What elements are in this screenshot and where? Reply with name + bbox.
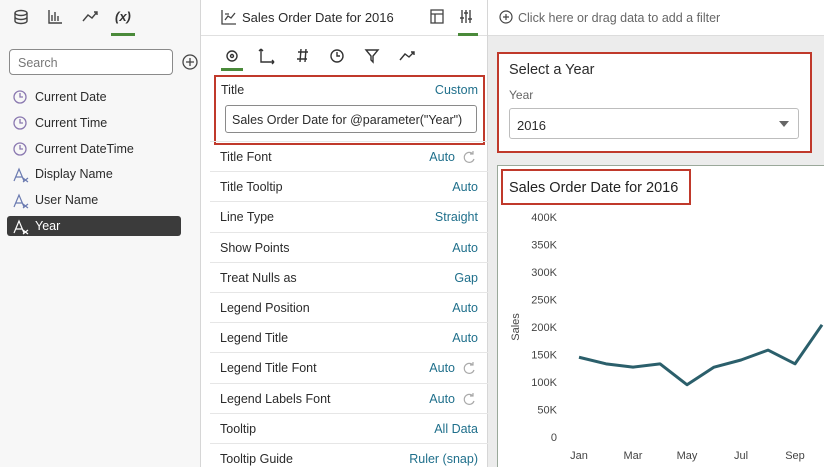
property-label: Treat Nulls as [220, 270, 297, 285]
property-row: Line Type Straight [210, 201, 488, 231]
property-row: Title Font Auto [210, 141, 488, 171]
property-label: Title Font [220, 150, 272, 164]
filter-bar[interactable]: Click here or drag data to add a filter [488, 0, 824, 36]
parameter-item[interactable]: Display Name [7, 164, 181, 184]
property-row: Legend Position Auto [210, 292, 488, 322]
year-selector: Select a Year Year 2016 [497, 52, 812, 153]
property-row: Treat Nulls as Gap [210, 261, 488, 292]
y-axis-label: Sales [510, 313, 522, 341]
property-label: Tooltip [220, 421, 257, 436]
line-chart: Sales Order Date for 2016 Sales 0 50K 100K… [501, 169, 824, 462]
title-highlight: Title Custom Sales Order Date for @param… [214, 75, 485, 145]
y-tick-label: 0 [551, 432, 557, 444]
filter-placeholder: Click here or drag data to add a filter [518, 11, 721, 25]
property-value[interactable]: All Data [434, 421, 478, 436]
y-tick-label: 250K [531, 295, 557, 307]
property-label: Title Tooltip [220, 180, 283, 195]
property-value[interactable]: Auto [452, 180, 478, 195]
canvas-panel: Click here or drag data to add a filter … [488, 0, 824, 467]
parameter-item[interactable]: Current Time [7, 113, 181, 133]
parameter-icon [13, 167, 29, 183]
parameter-item[interactable]: Current Date [7, 87, 181, 107]
chart-title: Sales Order Date for 2016 [509, 180, 678, 196]
x-tick-label: Mar [624, 450, 643, 462]
selector-title: Select a Year [509, 62, 595, 78]
property-row: Show Points Auto [210, 231, 488, 262]
reset-icon[interactable] [462, 361, 476, 375]
add-filter-icon [499, 10, 513, 24]
title-input[interactable]: Sales Order Date for @parameter("Year") [225, 105, 477, 133]
reset-icon[interactable] [462, 150, 476, 164]
parameter-item[interactable]: User Name [7, 190, 181, 210]
parameter-item[interactable]: Year [7, 216, 181, 236]
x-tick-label: May [677, 450, 698, 462]
property-value[interactable]: Auto [452, 331, 478, 346]
dropdown-value: 2016 [517, 118, 546, 133]
property-value[interactable]: Gap [454, 270, 478, 285]
property-label: Legend Position [220, 301, 310, 315]
year-dropdown[interactable]: 2016 [509, 108, 799, 139]
y-tick-label: 100K [531, 377, 557, 389]
header-tabs [430, 9, 478, 36]
sales-line [578, 323, 824, 387]
property-label: Legend Title [220, 331, 289, 346]
property-row: Legend Labels Font Auto [210, 382, 488, 413]
property-value[interactable]: Straight [434, 210, 478, 225]
y-tick-label: 50K [537, 405, 557, 417]
property-row: Legend Title Auto [210, 322, 488, 352]
parameter-icon [13, 90, 27, 104]
property-value[interactable]: Ruler (snap) [409, 452, 478, 466]
property-row: Tooltip All Data [210, 412, 488, 443]
property-value[interactable]: Auto [452, 240, 478, 255]
parameter-icon [13, 142, 27, 156]
chart-title-highlight [501, 169, 691, 205]
property-row: Title Tooltip Auto [210, 171, 488, 201]
y-tick-label: 300K [531, 267, 557, 279]
parameter-item[interactable]: Current DateTime [7, 139, 181, 159]
parameter-icon [13, 116, 27, 130]
add-button[interactable] [181, 53, 199, 71]
selector-label: Year [509, 88, 534, 102]
property-value[interactable]: Auto [452, 301, 478, 315]
property-label: Legend Title Font [220, 361, 317, 376]
properties-panel: Sales Order Date for 2016 Title Custom S… [201, 0, 488, 467]
properties-header: Sales Order Date for 2016 [201, 0, 487, 36]
x-tick-label: Sep [785, 450, 805, 462]
property-label: Line Type [220, 210, 274, 225]
line-chart-icon [221, 10, 236, 25]
title-label: Title [221, 83, 245, 97]
search-box[interactable]: Search [9, 49, 173, 75]
y-tick-label: 200K [531, 322, 557, 334]
icon-text: (x) [115, 9, 131, 24]
y-tick-label: 150K [531, 350, 557, 362]
panel-tabs: (x) [14, 9, 135, 36]
parameter-icon [13, 193, 29, 209]
property-row: Legend Title Font Auto [210, 352, 488, 382]
x-tick-label: Jan [570, 450, 588, 462]
property-tabs [221, 48, 415, 71]
property-value[interactable]: Auto [429, 391, 455, 406]
y-tick-label: 400K [531, 212, 557, 224]
chart-card [497, 165, 824, 467]
dropdown-arrow [779, 121, 789, 127]
reset-icon[interactable] [462, 392, 476, 406]
property-value[interactable]: Auto [429, 150, 455, 164]
property-label: Show Points [220, 240, 290, 255]
x-tick-label: Jul [734, 450, 748, 462]
viz-title: Sales Order Date for 2016 [242, 10, 394, 25]
parameter-icon [13, 219, 29, 235]
property-row: Tooltip Guide Ruler (snap) [210, 443, 488, 473]
property-label: Legend Labels Font [220, 391, 331, 406]
title-value[interactable]: Custom [434, 83, 478, 97]
property-label: Tooltip Guide [220, 452, 293, 466]
property-value[interactable]: Auto [429, 361, 455, 376]
data-panel: (x) Search Current Date Current Time Curre… [0, 0, 201, 467]
y-tick-label: 350K [531, 240, 557, 252]
